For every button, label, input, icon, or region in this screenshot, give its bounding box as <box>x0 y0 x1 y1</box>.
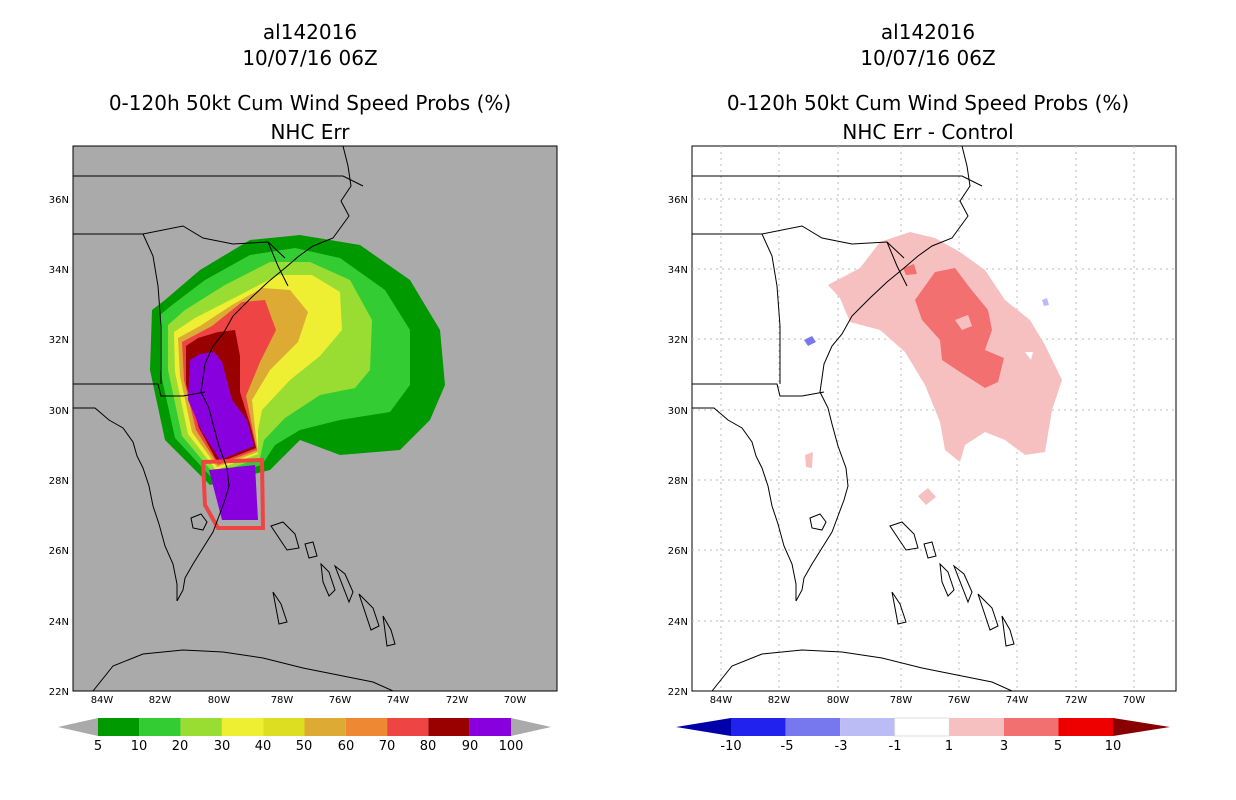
left-product-title: 0-120h 50kt Cum Wind Speed Probs (%) <box>108 91 512 115</box>
left-colorbar-swatch <box>180 718 222 736</box>
right-lat-label: 28N <box>668 476 688 487</box>
right-colorbar-swatch <box>785 718 841 736</box>
right-map-panel: 36N 34N 32N 30N 28N 26N 24N 22N 84W 82W … <box>668 145 1177 754</box>
right-lon-label: 82W <box>768 695 791 706</box>
left-subtitle: NHC Err <box>270 120 350 144</box>
left-colorbar-swatch <box>98 718 140 736</box>
right-colorbar-swatch <box>949 718 1004 736</box>
right-lat-label: 36N <box>668 195 688 206</box>
right-colorbar-label: 5 <box>1054 739 1062 754</box>
left-colorbar-label: 10 <box>131 739 148 754</box>
left-colorbar-swatch <box>387 718 429 736</box>
left-colorbar-swatch <box>139 718 181 736</box>
right-lat-labels: 36N 34N 32N 30N 28N 26N 24N 22N <box>668 195 688 698</box>
left-colorbar-label: 50 <box>296 739 313 754</box>
left-colorbar-swatch <box>263 718 305 736</box>
right-colorbar-label: 10 <box>1105 739 1122 754</box>
left-lat-label: 32N <box>49 335 69 346</box>
right-lon-label: 80W <box>827 695 850 706</box>
left-colorbar-lower-arrow <box>58 718 98 736</box>
right-datetime: 10/07/16 06Z <box>860 46 996 70</box>
right-difference-contours <box>692 146 1176 691</box>
left-colorbar-swatch <box>428 718 470 736</box>
left-colorbar-label: 30 <box>214 739 231 754</box>
right-colorbar-swatch <box>1058 718 1113 736</box>
left-lon-label: 78W <box>271 695 294 706</box>
left-colorbar-upper-arrow <box>511 718 551 736</box>
left-lat-label: 34N <box>49 265 69 276</box>
right-storm-id: al142016 <box>880 20 976 44</box>
left-lon-label: 80W <box>208 695 231 706</box>
left-lon-label: 84W <box>91 695 114 706</box>
right-lat-label: 26N <box>668 546 688 557</box>
left-lat-label: 26N <box>49 546 69 557</box>
right-colorbar-swatch <box>840 718 895 736</box>
right-lon-label: 74W <box>1006 695 1029 706</box>
right-colorbar: -10 -5 -3 -1 1 3 5 10 <box>676 717 1170 754</box>
right-colorbar-label: 3 <box>1000 739 1008 754</box>
left-colorbar-label: 80 <box>420 739 437 754</box>
left-lat-label: 36N <box>49 195 69 206</box>
left-lon-label: 76W <box>329 695 352 706</box>
right-lon-labels: 84W 82W 80W 78W 76W 74W 72W 70W <box>710 695 1146 706</box>
left-map-panel: 36N 34N 32N 30N 28N 26N 24N 22N 84W 82W … <box>49 145 558 754</box>
right-lon-label: 84W <box>710 695 733 706</box>
left-lon-label: 82W <box>149 695 172 706</box>
left-colorbar-label: 5 <box>94 739 102 754</box>
left-colorbar-label: 40 <box>255 739 272 754</box>
right-colorbar-upper-arrow <box>1113 718 1170 736</box>
right-map-background <box>691 145 1177 692</box>
left-colorbar-label: 20 <box>172 739 189 754</box>
left-datetime: 10/07/16 06Z <box>242 46 378 70</box>
left-probability-contours <box>73 146 445 691</box>
left-lon-label: 70W <box>504 695 527 706</box>
right-lon-label: 70W <box>1123 695 1146 706</box>
right-lat-label: 22N <box>668 687 688 698</box>
left-lon-labels: 84W 82W 80W 78W 76W 74W 72W 70W <box>91 695 527 706</box>
left-storm-id: al142016 <box>262 20 358 44</box>
left-lat-label: 28N <box>49 476 69 487</box>
left-lat-labels: 36N 34N 32N 30N 28N 26N 24N 22N <box>49 195 69 698</box>
left-colorbar-label: 100 <box>499 739 524 754</box>
right-colorbar-swatch <box>894 717 950 737</box>
left-colorbar-swatch <box>304 718 346 736</box>
right-subtitle: NHC Err - Control <box>842 120 1014 144</box>
left-colorbar-swatch <box>345 718 388 736</box>
right-colorbar-swatch <box>731 718 786 736</box>
right-colorbar-label: -10 <box>720 739 741 754</box>
left-lat-label: 22N <box>49 687 69 698</box>
right-colorbar-label: -1 <box>889 739 902 754</box>
right-lon-label: 76W <box>948 695 971 706</box>
left-lat-label: 30N <box>49 406 69 417</box>
left-lat-label: 24N <box>49 617 69 628</box>
left-colorbar-swatch <box>469 718 511 736</box>
left-colorbar-label: 60 <box>338 739 355 754</box>
right-lat-label: 32N <box>668 335 688 346</box>
left-colorbar-label: 70 <box>379 739 396 754</box>
right-colorbar-label: 1 <box>945 739 953 754</box>
right-lat-label: 30N <box>668 406 688 417</box>
right-lon-label: 72W <box>1065 695 1088 706</box>
right-colorbar-label: -5 <box>781 739 794 754</box>
left-colorbar-label: 90 <box>462 739 479 754</box>
right-product-title: 0-120h 50kt Cum Wind Speed Probs (%) <box>726 91 1130 115</box>
right-lat-label: 24N <box>668 617 688 628</box>
right-colorbar-label: -3 <box>835 739 848 754</box>
left-colorbar-swatch <box>221 718 264 736</box>
left-colorbar: 5 10 20 30 40 50 60 70 80 90 100 <box>58 718 551 754</box>
right-colorbar-lower-arrow <box>676 718 731 736</box>
left-lon-label: 72W <box>446 695 469 706</box>
right-colorbar-swatch <box>1003 718 1059 736</box>
right-lon-label: 78W <box>890 695 913 706</box>
right-lat-label: 34N <box>668 265 688 276</box>
left-lon-label: 74W <box>387 695 410 706</box>
